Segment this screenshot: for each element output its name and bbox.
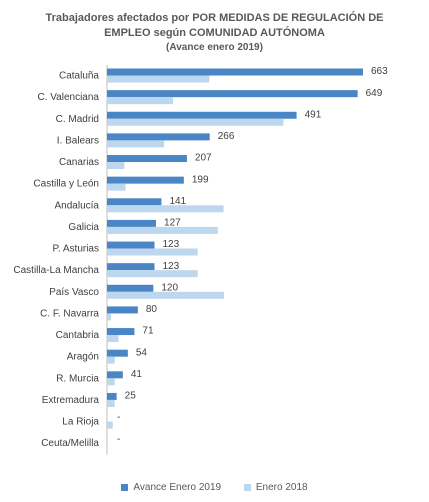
bar-series1 xyxy=(107,198,162,206)
bar-series1 xyxy=(107,219,157,227)
bar-series1 xyxy=(107,328,135,336)
bar-series2 xyxy=(107,291,224,299)
data-label: 199 xyxy=(192,174,209,185)
data-label: 141 xyxy=(169,196,186,207)
category-label: Andalucía xyxy=(55,200,100,211)
bar-series1 xyxy=(107,349,128,357)
bar-series2 xyxy=(107,205,224,213)
bar-series2 xyxy=(107,356,115,364)
bar-series1 xyxy=(107,392,117,400)
data-label: 663 xyxy=(371,66,388,77)
data-label: 266 xyxy=(218,131,235,142)
bar-series1 xyxy=(107,263,155,271)
bar-series1 xyxy=(107,68,363,76)
bar-series2 xyxy=(107,162,125,170)
bar-series2 xyxy=(107,248,198,256)
bar-series2 xyxy=(107,183,126,191)
bar-series2 xyxy=(107,313,111,321)
chart-title-line2: EMPLEO según COMUNIDAD AUTÓNOMA xyxy=(104,27,325,39)
category-label: Cataluña xyxy=(59,71,99,82)
bar-series1 xyxy=(107,241,155,249)
bar-series1 xyxy=(107,176,184,184)
legend-swatch-series2 xyxy=(243,483,251,491)
bar-series2 xyxy=(107,399,115,407)
category-label: Extremadura xyxy=(42,395,100,406)
category-label: C. Valenciana xyxy=(37,92,99,103)
data-label: 123 xyxy=(162,261,179,272)
data-label: 41 xyxy=(131,369,143,380)
category-label: Castilla y León xyxy=(33,179,99,190)
bar-series2 xyxy=(107,118,284,126)
bar-chart: Cataluña 663 C. Valenciana 649 C. Madrid 491 I… xyxy=(13,65,388,455)
data-label: 207 xyxy=(195,153,212,164)
data-label: - xyxy=(117,412,120,423)
legend-item-series1: Avance Enero 2019 xyxy=(121,482,221,493)
data-label: 80 xyxy=(146,304,158,315)
bar-series1 xyxy=(107,90,358,98)
category-label: Aragón xyxy=(67,352,99,363)
bar-series1 xyxy=(107,111,297,119)
category-label: País Vasco xyxy=(49,287,99,298)
bar-series2 xyxy=(107,378,115,386)
bar-series2 xyxy=(107,140,165,148)
bar-series2 xyxy=(107,226,218,234)
data-label: 127 xyxy=(164,218,181,229)
bar-series1 xyxy=(107,133,210,141)
data-label: 123 xyxy=(162,239,179,250)
data-label: 491 xyxy=(305,109,322,120)
legend-label-series1: Avance Enero 2019 xyxy=(133,482,222,493)
bar-series2 xyxy=(107,335,119,343)
data-label: 120 xyxy=(161,282,178,293)
category-label: R. Murcia xyxy=(56,373,99,384)
bar-series2 xyxy=(107,75,210,83)
category-label: Ceuta/Melilla xyxy=(41,438,99,449)
bar-series1 xyxy=(107,284,154,292)
chart-subtitle: (Avance enero 2019) xyxy=(166,42,263,53)
data-label: - xyxy=(117,434,120,445)
legend-label-series2: Enero 2018 xyxy=(255,482,308,493)
category-label: C. Madrid xyxy=(56,114,99,125)
category-label: C. F. Navarra xyxy=(40,308,99,319)
bar-series2 xyxy=(107,97,174,105)
category-label: Canarias xyxy=(59,157,99,168)
bar-series1 xyxy=(107,306,138,314)
category-label: Cantabria xyxy=(56,330,100,341)
legend-item-series2: Enero 2018 xyxy=(243,482,308,493)
data-label: 71 xyxy=(142,326,154,337)
bar-series1 xyxy=(107,371,123,379)
data-label: 54 xyxy=(136,347,148,358)
category-label: I. Balears xyxy=(57,135,99,146)
bar-series1 xyxy=(107,155,187,163)
category-label: Galicia xyxy=(68,222,99,233)
bar-series2 xyxy=(107,421,113,429)
bar-series2 xyxy=(107,270,198,278)
legend-swatch-series1 xyxy=(121,483,129,491)
data-label: 25 xyxy=(125,391,137,402)
category-label: La Rioja xyxy=(62,417,99,428)
category-label: P. Asturias xyxy=(52,244,99,255)
category-label: Castilla-La Mancha xyxy=(13,265,99,276)
chart-legend: Avance Enero 2019 Enero 2018 xyxy=(0,482,429,493)
chart-title-line1: Trabajadores afectados por POR MEDIDAS D… xyxy=(45,12,384,24)
data-label: 649 xyxy=(366,88,383,99)
